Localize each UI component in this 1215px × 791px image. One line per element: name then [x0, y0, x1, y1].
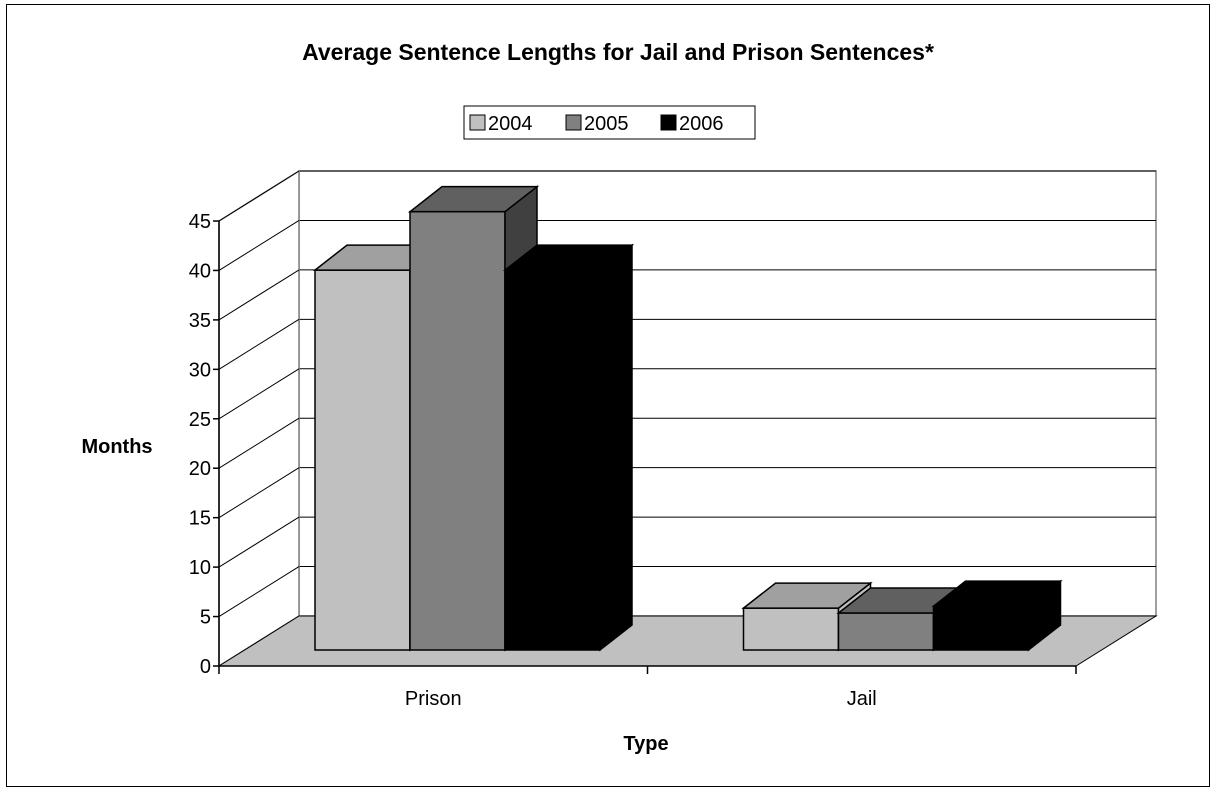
gridline-side — [218, 318, 300, 370]
gridline-side — [218, 269, 300, 321]
y-axis-label: Months — [81, 436, 152, 458]
legend-swatch-2005 — [565, 114, 582, 131]
bars — [312, 185, 1063, 652]
legend-swatch-2004 — [469, 114, 486, 131]
gridline-side — [218, 566, 300, 617]
legend-label-2005: 2005 — [584, 113, 629, 135]
x-axis-label: Type — [623, 733, 668, 755]
chart-frame — [6, 4, 1210, 787]
side-wall — [218, 169, 300, 668]
y-tick-label: 10 — [189, 557, 211, 579]
bar-2006-prison — [504, 269, 601, 651]
x-tick-label: Prison — [405, 688, 462, 710]
x-tick-label: Jail — [847, 688, 877, 710]
y-tick-label: 30 — [189, 359, 211, 381]
y-tick-label: 25 — [189, 409, 211, 431]
bar-2005-jail — [837, 612, 935, 651]
y-tick-label: 40 — [189, 260, 211, 282]
gridline-side — [218, 368, 300, 420]
chart-title: Average Sentence Lengths for Jail and Pr… — [302, 39, 934, 65]
y-tick-label: 45 — [189, 211, 211, 233]
bar-top-2004-jail — [741, 582, 873, 609]
gridline-side — [218, 170, 300, 222]
legend-swatch-2006 — [660, 114, 677, 131]
legend-label-2006: 2006 — [679, 113, 724, 135]
legend-box — [463, 105, 756, 140]
gridline-side — [218, 220, 300, 271]
y-tick-label: 5 — [200, 607, 211, 629]
bar-top-2005-prison — [407, 185, 540, 213]
y-tick-label: 20 — [189, 458, 211, 480]
legend-label-2004: 2004 — [488, 113, 533, 135]
y-tick-label: 15 — [189, 508, 211, 530]
gridline-side — [218, 467, 300, 519]
bar-top-2006-prison — [502, 244, 635, 271]
bar-side-2006-prison — [599, 243, 633, 652]
bar-2005-prison — [409, 210, 506, 651]
y-tick-label: 35 — [189, 310, 211, 332]
x-axis: Prison Jail — [218, 665, 1077, 710]
y-axis: 0 5 10 15 20 25 30 35 40 45 — [189, 211, 220, 678]
bar-2004-jail — [742, 607, 840, 651]
gridline-side — [218, 417, 300, 469]
bar-2004-prison — [314, 269, 411, 651]
bar-2006-jail — [932, 605, 1030, 651]
legend: 2004 2005 2006 — [463, 105, 756, 140]
gridline-side — [218, 516, 300, 568]
bar-top-2006-jail — [931, 580, 1063, 607]
y-tick-label: 0 — [200, 656, 211, 678]
